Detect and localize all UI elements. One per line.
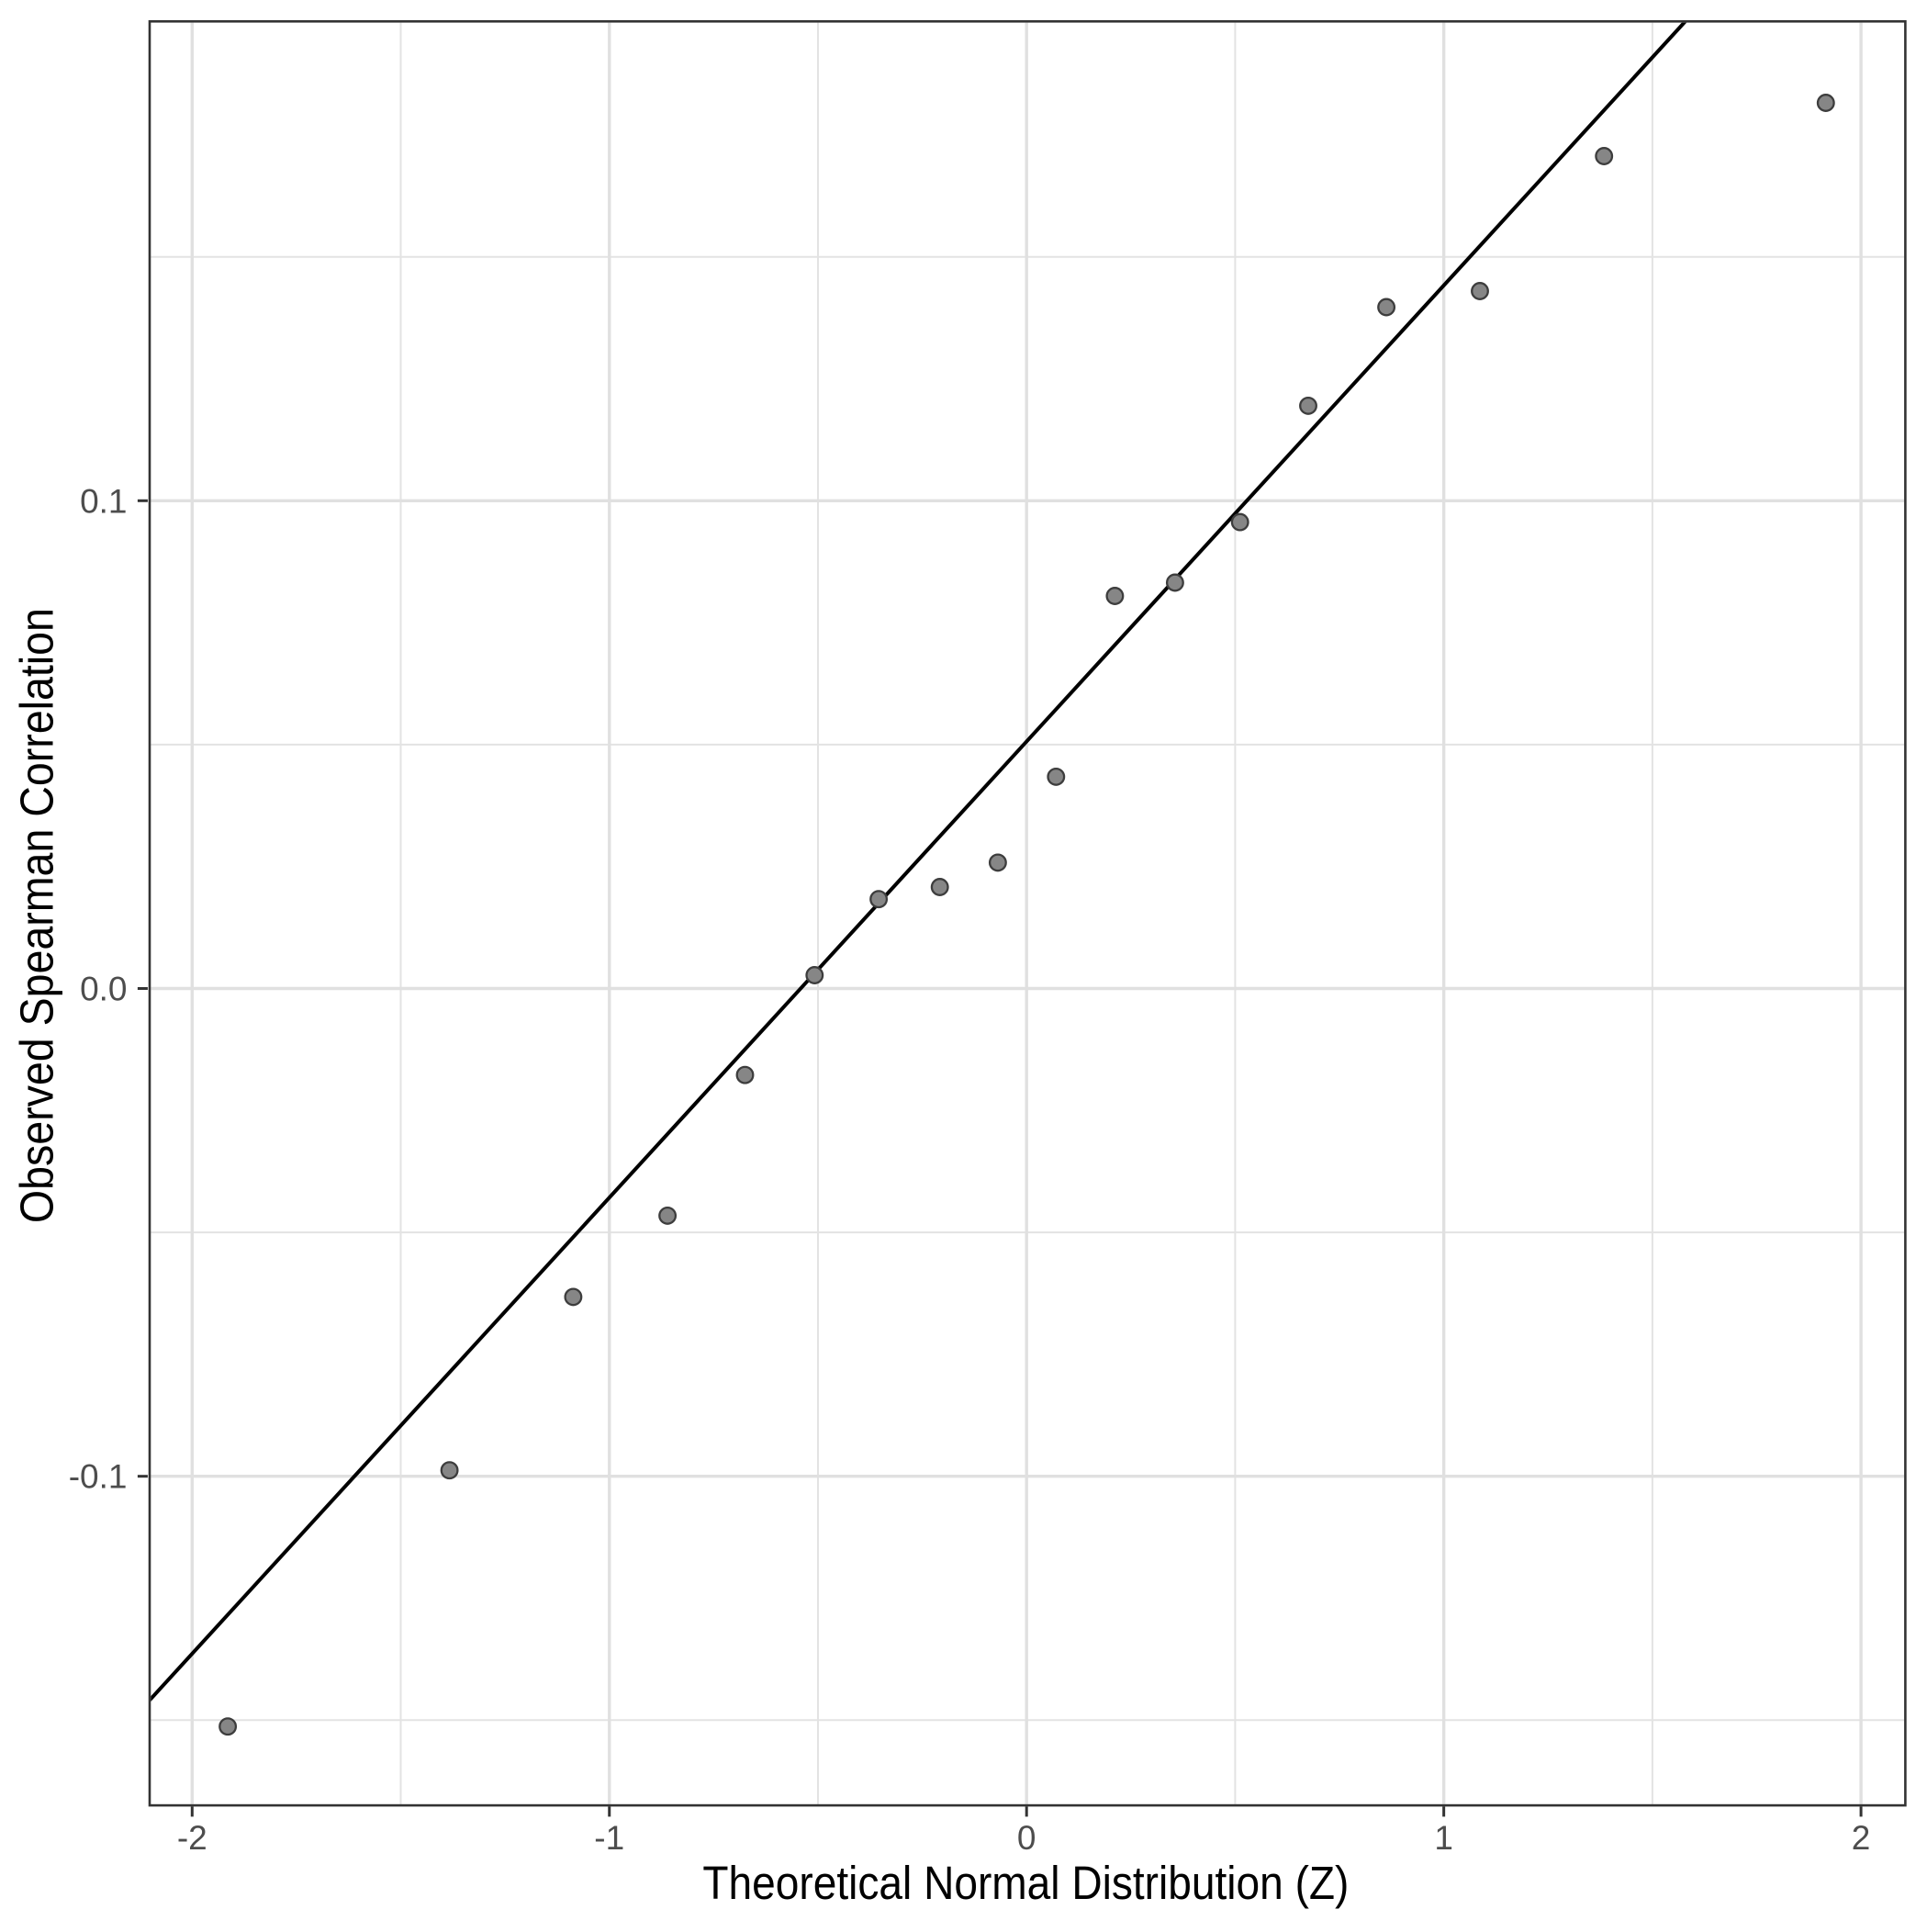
- svg-text:-0.1: -0.1: [69, 1458, 128, 1496]
- svg-text:-1: -1: [594, 1819, 624, 1857]
- svg-text:0.0: 0.0: [80, 971, 127, 1008]
- svg-text:1: 1: [1434, 1819, 1453, 1857]
- svg-text:Theoretical Normal Distributio: Theoretical Normal Distribution (Z): [702, 1857, 1349, 1909]
- svg-text:Observed Spearman Correlation: Observed Spearman Correlation: [11, 608, 63, 1223]
- svg-text:2: 2: [1852, 1819, 1871, 1857]
- svg-text:-2: -2: [177, 1819, 207, 1857]
- svg-text:0: 0: [1017, 1819, 1036, 1857]
- svg-text:0.1: 0.1: [80, 482, 127, 520]
